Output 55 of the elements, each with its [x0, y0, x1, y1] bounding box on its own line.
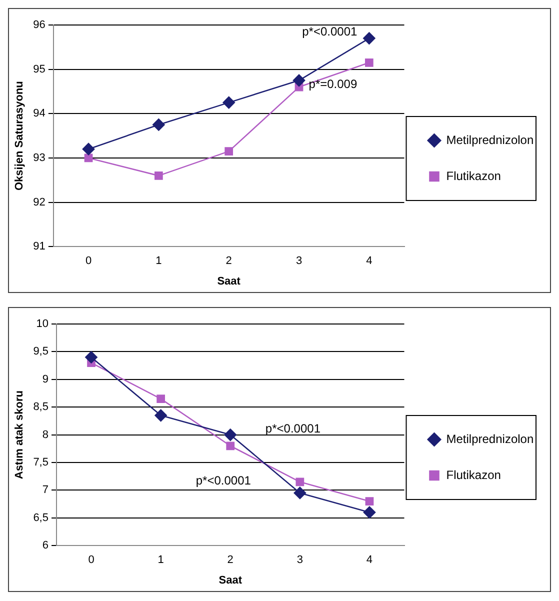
annotation: p*=0.009 [308, 76, 358, 91]
y-axis-title: Astım atak skoru [14, 390, 26, 480]
point [364, 58, 374, 67]
x-tick-label: 2 [226, 255, 232, 268]
point [154, 409, 167, 422]
point [152, 118, 165, 131]
legend-label: Flutikazon [446, 468, 501, 482]
y-tick-label: 95 [33, 63, 46, 76]
y-tick-label: 6,5 [33, 512, 48, 524]
y-tick-label: 7,5 [33, 456, 48, 469]
point [292, 74, 306, 87]
x-tick-label: 1 [158, 554, 164, 566]
x-tick-label: 0 [85, 255, 92, 268]
y-tick-label: 8 [42, 428, 48, 441]
y-tick-label: 10 [36, 318, 48, 330]
y-tick-label: 6 [42, 540, 48, 552]
annotation: p*<0.0001 [302, 24, 358, 39]
x-axis-title: Saat [217, 275, 241, 288]
y-tick-label: 7 [42, 484, 48, 496]
y-tick-label: 8,5 [33, 401, 48, 414]
y-axis-title: Oksijen Saturasyonu [14, 81, 26, 191]
x-tick-label: 2 [227, 554, 234, 566]
y-tick-label: 94 [33, 108, 46, 120]
point [82, 142, 95, 156]
y-tick-label: 91 [33, 240, 46, 253]
annotation: p*<0.0001 [265, 422, 321, 436]
point [363, 506, 376, 519]
point [154, 172, 163, 180]
y-tick-label: 93 [33, 152, 46, 164]
y-tick-label: 92 [33, 196, 46, 208]
legend-label: Metilprednizolon [446, 432, 534, 446]
legend-label: Metilprednizolon [446, 132, 534, 147]
annotation: p*<0.0001 [196, 474, 252, 488]
point [156, 394, 166, 403]
legend-label: Flutikazon [446, 168, 501, 183]
point [294, 486, 306, 500]
y-tick-label: 9,5 [33, 346, 48, 358]
point [224, 147, 234, 156]
x-tick-label: 4 [366, 255, 372, 268]
x-tick-label: 1 [156, 255, 162, 268]
point [224, 428, 237, 441]
y-tick-label: 9 [42, 373, 48, 386]
y-tick-label: 96 [33, 19, 46, 32]
point [85, 351, 98, 364]
x-tick-label: 3 [296, 554, 303, 566]
x-tick-label: 0 [88, 554, 94, 566]
point [363, 32, 376, 44]
point [84, 154, 93, 162]
point [296, 478, 304, 486]
x-axis-title: Saat [218, 574, 242, 586]
x-tick-label: 3 [296, 255, 302, 268]
point [222, 96, 235, 109]
x-tick-label: 4 [366, 554, 373, 566]
point [226, 442, 235, 450]
point [365, 497, 374, 506]
